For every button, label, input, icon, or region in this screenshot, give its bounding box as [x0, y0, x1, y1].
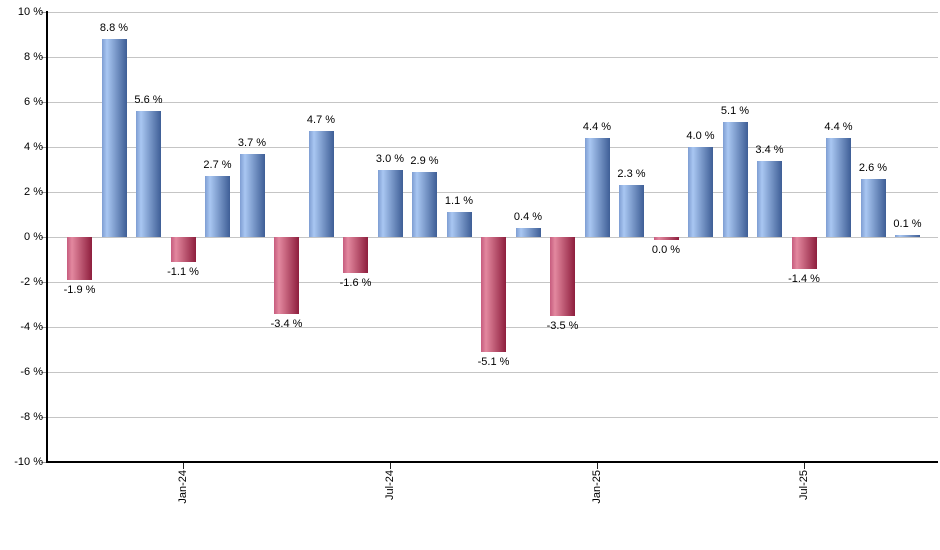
- bar-value-label: 5.6 %: [134, 94, 163, 106]
- bar: [136, 111, 161, 237]
- x-axis-tick-label: Jan-24: [177, 470, 189, 504]
- bar: [653, 237, 679, 240]
- y-tick: [41, 12, 46, 13]
- x-axis-tick-label: Jul-24: [384, 470, 396, 500]
- bar-value-label: 2.6 %: [858, 161, 888, 174]
- bar-value-label: 3.0 %: [375, 152, 405, 165]
- y-gridline: [46, 147, 938, 148]
- y-axis-tick-label: 6 %: [24, 96, 43, 108]
- bar: [308, 131, 334, 237]
- y-axis-tick-label: -6 %: [20, 366, 43, 378]
- y-axis-tick-label: 10 %: [17, 6, 43, 18]
- bar: [274, 237, 299, 314]
- x-axis-line: [46, 461, 938, 463]
- x-axis-tick-label: Jan-25: [591, 470, 603, 504]
- bar: [67, 237, 92, 280]
- x-tick: [390, 463, 391, 469]
- bar-value-label: 2.3 %: [617, 168, 646, 181]
- bar: [826, 138, 851, 237]
- y-gridline: [46, 102, 938, 103]
- bar: [170, 237, 196, 262]
- bar-value-label: -3.5 %: [546, 319, 579, 332]
- bar: [481, 237, 506, 352]
- bar-value-label: 3.7 %: [237, 136, 267, 149]
- y-axis-line: [46, 11, 48, 463]
- x-tick: [183, 463, 184, 469]
- bar: [791, 237, 817, 269]
- bar-value-label: 0.0 %: [651, 243, 681, 256]
- x-axis-tick-label: Jul-25: [798, 470, 810, 500]
- y-axis-tick-label: -2 %: [20, 276, 43, 288]
- bar-value-label: -1.6 %: [339, 277, 372, 289]
- bar-value-label: -1.1 %: [167, 265, 199, 278]
- y-axis-tick-label: 8 %: [24, 51, 43, 63]
- y-gridline: [46, 372, 938, 373]
- bar: [239, 153, 265, 237]
- y-axis-tick-label: -8 %: [20, 411, 43, 423]
- bar-value-label: -5.1 %: [477, 355, 510, 368]
- y-gridline: [46, 57, 938, 58]
- y-tick: [41, 57, 46, 58]
- bar-value-label: 0.4 %: [513, 211, 543, 223]
- y-gridline: [46, 12, 938, 13]
- bar: [860, 178, 886, 237]
- bar: [688, 147, 713, 237]
- bar-value-label: -1.9 %: [63, 283, 96, 296]
- bar: [515, 228, 541, 237]
- y-tick: [41, 417, 46, 418]
- bar-value-label: 5.1 %: [720, 105, 750, 118]
- y-tick: [41, 192, 46, 193]
- y-tick: [41, 462, 46, 463]
- bar: [757, 160, 782, 237]
- bar: [722, 122, 748, 237]
- bar-value-label: 2.7 %: [203, 159, 232, 172]
- bar: [619, 185, 644, 237]
- y-tick: [41, 237, 46, 238]
- bar-value-label: 4.7 %: [306, 114, 336, 127]
- y-tick: [41, 327, 46, 328]
- bar-value-label: 3.4 %: [755, 143, 784, 156]
- y-gridline: [46, 417, 938, 418]
- bar-value-label: -1.4 %: [788, 272, 820, 285]
- bar: [584, 138, 610, 237]
- bar-value-label: -3.4 %: [270, 317, 303, 330]
- y-axis-tick-label: 4 %: [24, 141, 43, 153]
- bar: [101, 39, 127, 237]
- bar-value-label: 1.1 %: [444, 195, 474, 208]
- bar: [377, 169, 403, 237]
- y-tick: [41, 147, 46, 148]
- bar: [895, 234, 920, 237]
- bar: [412, 171, 437, 237]
- bar-value-label: 8.8 %: [99, 22, 129, 34]
- y-tick: [41, 372, 46, 373]
- bar-value-label: 0.1 %: [893, 217, 922, 230]
- x-tick: [804, 463, 805, 469]
- bar-value-label: 2.9 %: [410, 154, 439, 167]
- y-tick: [41, 102, 46, 103]
- y-gridline: [46, 192, 938, 193]
- y-axis-tick-label: 0 %: [24, 231, 43, 243]
- y-axis-tick-label: -4 %: [20, 321, 43, 333]
- bar: [343, 237, 368, 273]
- bar-value-label: 4.4 %: [582, 121, 612, 133]
- bar-value-label: 4.4 %: [824, 121, 853, 133]
- bar: [446, 212, 472, 237]
- bar-value-label: 4.0 %: [686, 130, 715, 142]
- y-tick: [41, 282, 46, 283]
- bar: [550, 237, 575, 316]
- x-tick: [597, 463, 598, 469]
- bar: [205, 176, 230, 237]
- y-axis-tick-label: 2 %: [24, 186, 43, 198]
- y-axis-tick-label: -10 %: [14, 456, 43, 468]
